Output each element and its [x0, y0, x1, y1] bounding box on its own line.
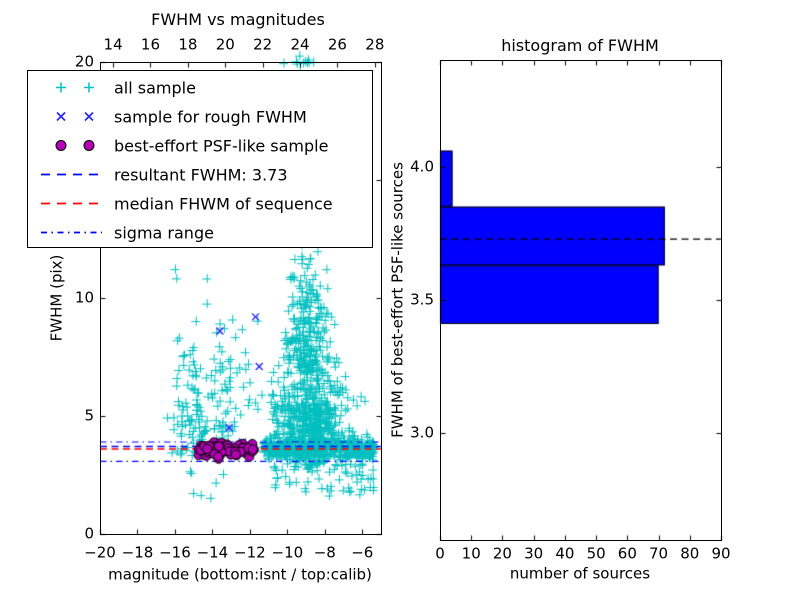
right-plot-x-tick-label: 90 [711, 544, 731, 563]
dashed-line-icon [41, 173, 102, 176]
left-plot-x-tick-label: −16 [159, 543, 191, 562]
legend-item-label: best-effort PSF-like sample [114, 136, 329, 155]
left-plot-ylabel: FWHM (pix) [47, 254, 66, 342]
right-plot-y-tick-label: 3.5 [410, 290, 434, 309]
left-plot-top-tick-label: 16 [140, 35, 161, 54]
left-plot-top-tick-label: 24 [290, 35, 310, 54]
left-plot-title: FWHM vs magnitudes [151, 10, 325, 29]
left-plot-x-tick-label: −14 [196, 543, 229, 562]
right-plot-x-tick-label: 0 [435, 544, 445, 563]
legend-item-label: sigma range [114, 223, 214, 242]
right-plot-x-tick-label: 50 [586, 544, 606, 563]
right-plot-ylabel: FWHM of best-effort PSF-like sources [388, 162, 407, 438]
legend-item-label: resultant FWHM: 3.73 [114, 165, 288, 184]
right-plot-x-tick-label: 20 [492, 544, 512, 563]
right-plot-y-tick-label: 4.0 [410, 157, 434, 176]
left-plot-x-tick-label: −18 [121, 543, 154, 562]
legend-item-label: all sample [114, 78, 196, 97]
left-plot-y-tick-label: 5 [84, 406, 94, 425]
left-plot-top-tick-label: 18 [178, 35, 198, 54]
right-plot-y-tick-label: 3.0 [410, 423, 434, 442]
legend: all sample sample for rough FWHM best-effo… [27, 70, 373, 248]
right-plot-x-tick-label: 10 [461, 544, 481, 563]
left-plot-x-tick-label: −8 [313, 543, 336, 562]
right-plot-xlabel: number of sources [509, 564, 651, 583]
left-plot-x-tick-label: −12 [234, 543, 266, 562]
plus-marker-icon [56, 82, 94, 93]
left-plot-x-tick-label: −10 [271, 543, 304, 562]
left-plot-top-tick-label: 14 [103, 35, 123, 54]
right-plot-title: histogram of FWHM [501, 36, 659, 55]
legend-item: best-effort PSF-like sample [28, 131, 372, 160]
left-plot-xlabel: magnitude (bottom:isnt / top:calib) [108, 565, 372, 584]
right-plot-x-tick-label: 70 [649, 544, 669, 563]
legend-item: sigma range [28, 218, 372, 247]
circle-marker-icon [55, 140, 95, 151]
left-plot-x-tick-label: −20 [84, 543, 116, 562]
left-plot-top-tick-label: 22 [253, 35, 273, 54]
left-plot-top-tick-label: 26 [327, 35, 347, 54]
left-plot-y-tick-label: 10 [74, 288, 94, 307]
left-plot-x-tick-label: −6 [351, 543, 374, 562]
right-plot-x-tick-label: 40 [555, 544, 575, 563]
legend-item: sample for rough FWHM [28, 102, 372, 131]
legend-item-label: sample for rough FWHM [114, 107, 307, 126]
legend-item: resultant FWHM: 3.73 [28, 160, 372, 189]
left-plot-y-tick-label: 20 [74, 52, 94, 71]
dashdot-line-icon [41, 231, 102, 234]
left-plot-top-tick-label: 28 [365, 35, 385, 54]
dashed-line-icon [41, 202, 102, 205]
x-marker-icon [56, 111, 94, 122]
right-plot-x-tick-label: 60 [617, 544, 637, 563]
legend-item: median FHWM of sequence [28, 189, 372, 218]
right-plot-x-tick-label: 80 [680, 544, 700, 563]
left-plot-top-tick-label: 20 [215, 35, 235, 54]
right-plot-x-tick-label: 30 [524, 544, 544, 563]
legend-item-label: median FHWM of sequence [114, 194, 333, 213]
legend-item: all sample [28, 73, 372, 102]
left-plot-y-tick-label: 0 [84, 524, 94, 543]
